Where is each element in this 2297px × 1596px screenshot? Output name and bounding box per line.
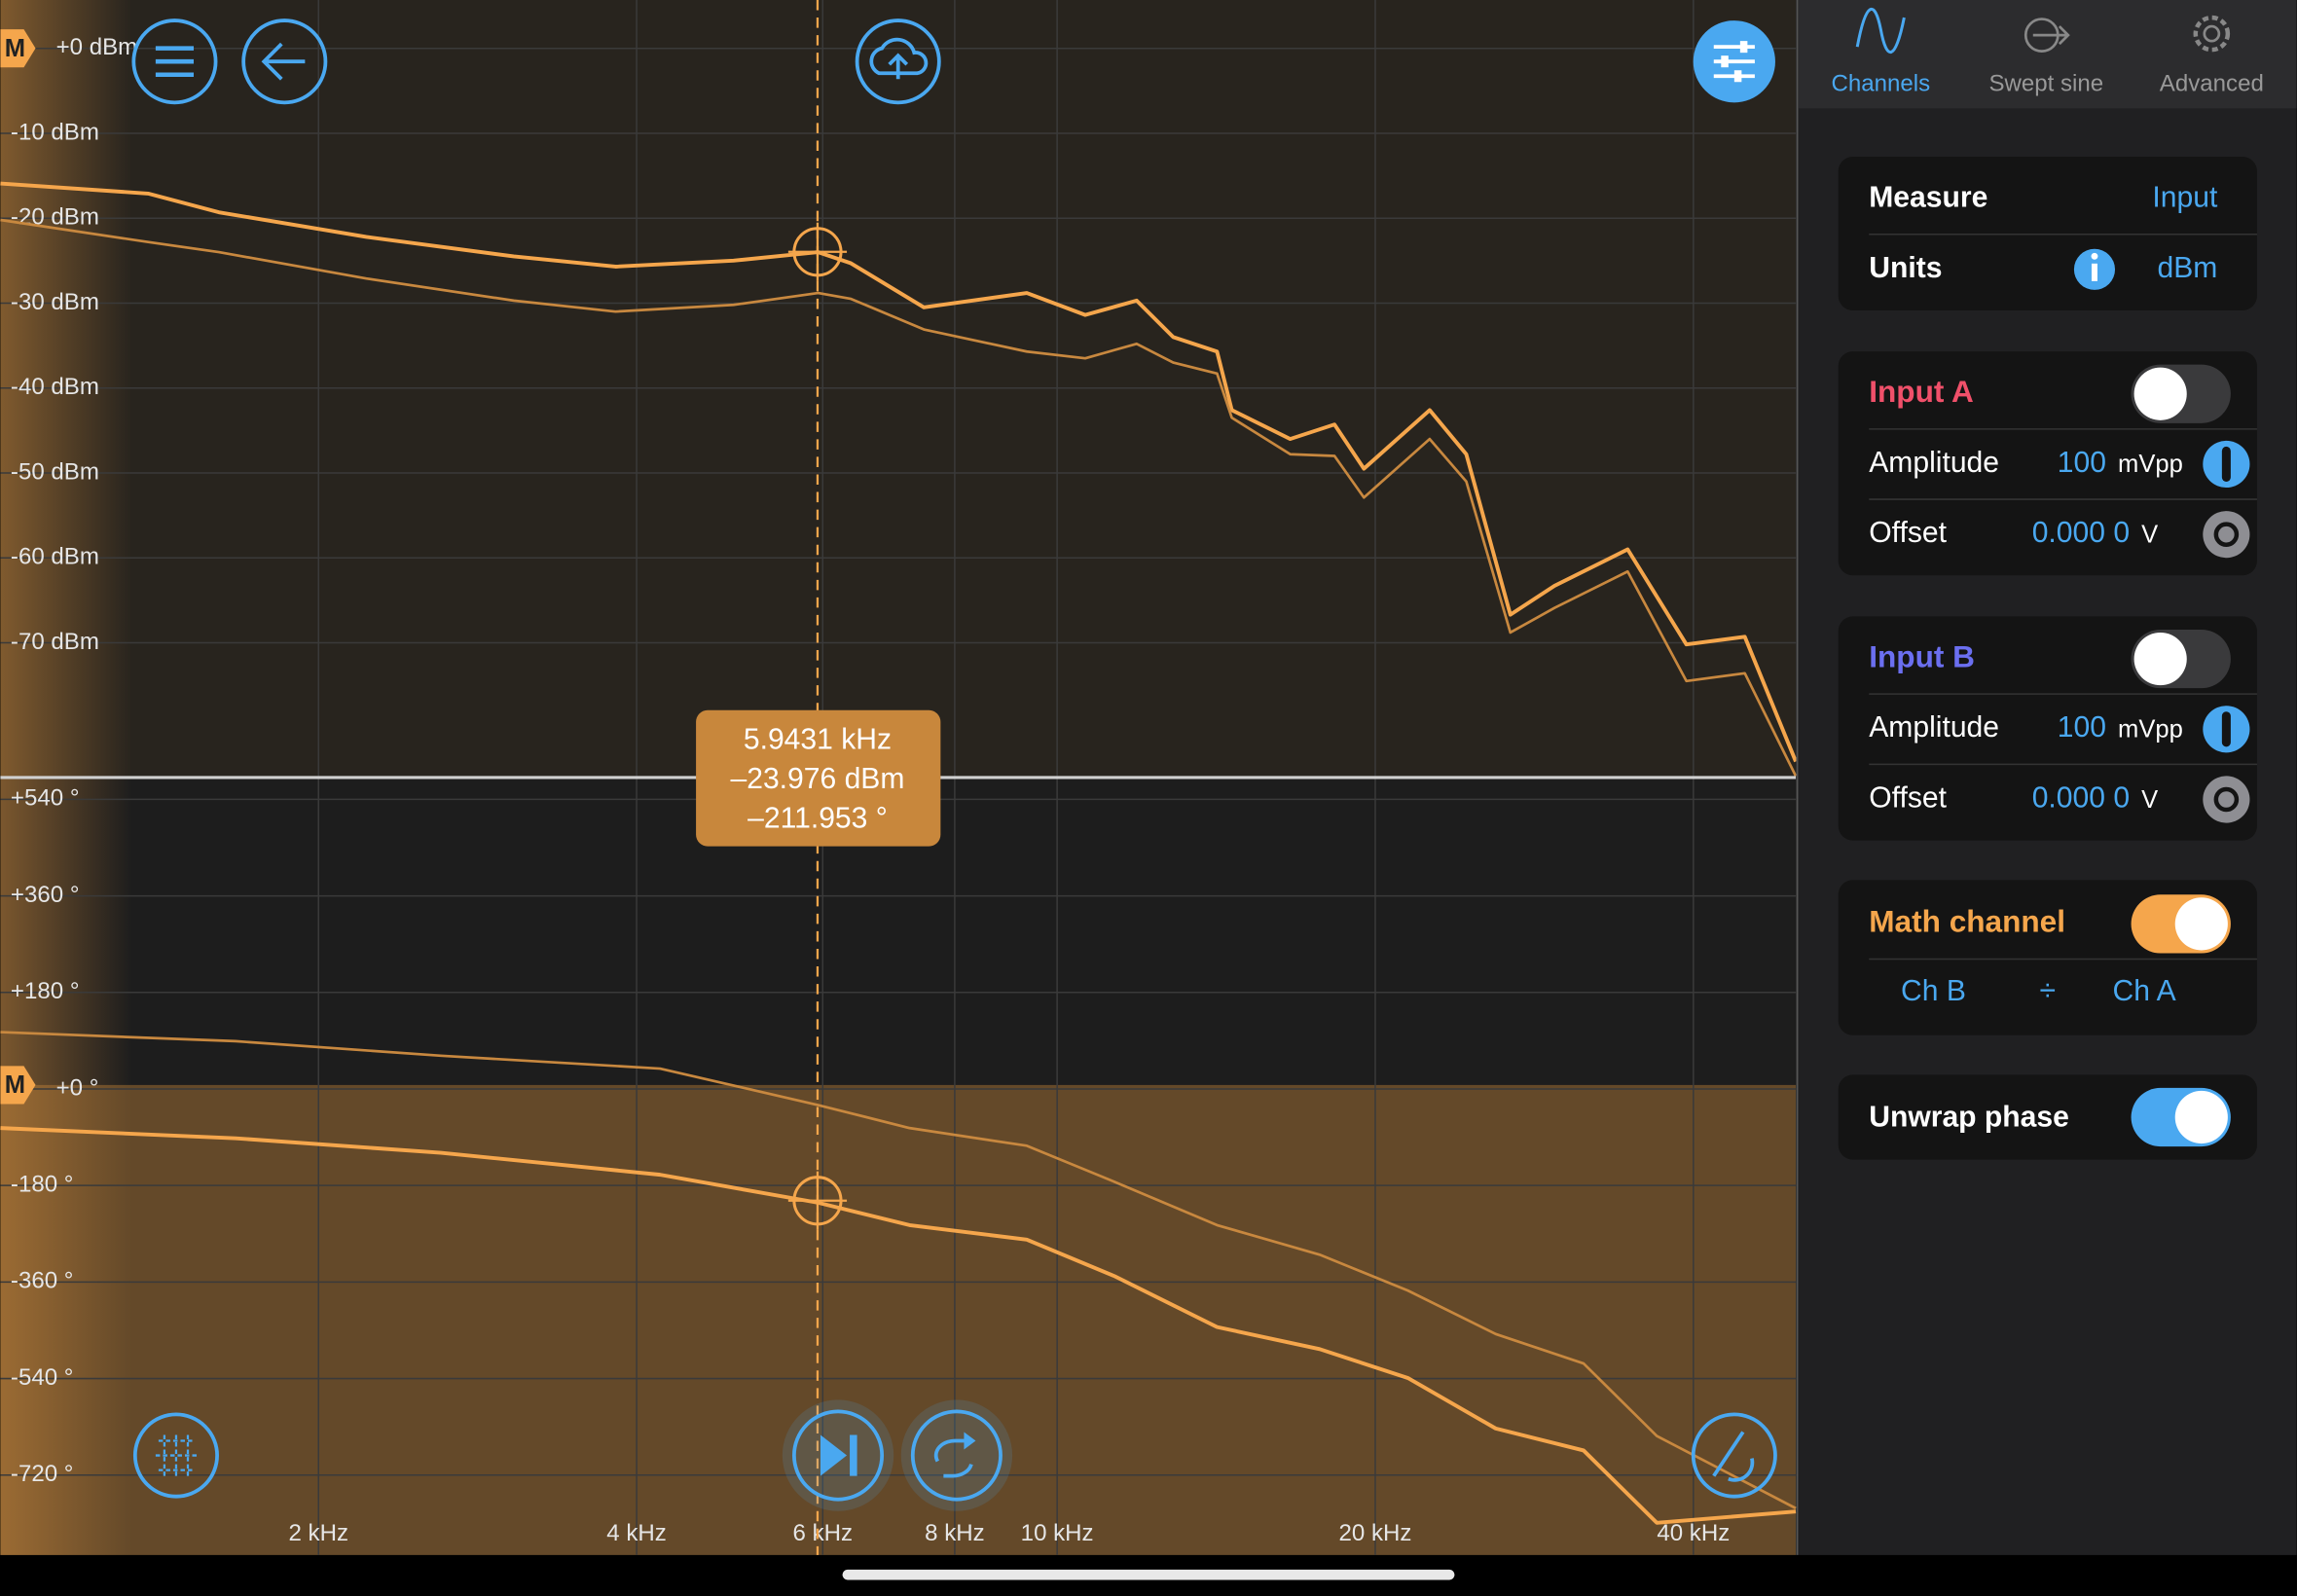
offset-value[interactable]: 0.000 0 — [2032, 781, 2130, 814]
y-tick-label: +0 dBm — [56, 34, 138, 60]
offset-label: Offset — [1869, 781, 1947, 814]
y-tick-label: -540 ° — [11, 1364, 73, 1391]
amplitude-knob[interactable] — [2203, 440, 2250, 489]
tab-label: Channels — [1831, 71, 1930, 97]
amplitude-label: Amplitude — [1869, 447, 1999, 479]
tab-channels[interactable]: Channels — [1831, 8, 1930, 97]
x-tick-label: 2 kHz — [288, 1520, 348, 1546]
x-tick-label: 20 kHz — [1339, 1520, 1412, 1546]
y-tick-label: -70 dBm — [11, 629, 99, 655]
y-tick-label: -40 dBm — [11, 374, 99, 400]
offset-knob[interactable] — [2203, 511, 2250, 559]
settings-button[interactable] — [1693, 20, 1775, 103]
y-tick-label: -60 dBm — [11, 544, 99, 570]
phase-tint — [0, 1084, 1797, 1555]
cursor-frequency: 5.9431 kHz — [744, 723, 892, 755]
cursor-handle[interactable] — [787, 222, 848, 1230]
measure-value[interactable]: Input — [2152, 182, 2218, 214]
input-b-title: Input B — [1869, 638, 1975, 673]
repeat-button[interactable] — [900, 1399, 1013, 1511]
amplitude-unit: mVpp — [2118, 451, 2183, 478]
tab-swept-sine[interactable]: Swept sine — [1988, 18, 2103, 97]
trace — [0, 218, 1798, 778]
offset-unit: V — [2141, 786, 2158, 814]
y-tick-label: +0 ° — [56, 1074, 99, 1101]
units-label: Units — [1869, 252, 1942, 284]
x-tick-label: 4 kHz — [606, 1520, 667, 1546]
y-tick-label: -30 dBm — [11, 289, 99, 315]
marker-label: M — [5, 1071, 25, 1099]
y-tick-label: -20 dBm — [11, 204, 99, 231]
x-tick-label: 6 kHz — [793, 1520, 854, 1546]
y-tick-label: -720 ° — [11, 1461, 73, 1487]
cursor-phase: –211.953 ° — [747, 803, 888, 835]
x-tick-label: 40 kHz — [1657, 1520, 1730, 1546]
amplitude-value[interactable]: 100 — [2058, 447, 2106, 479]
marker-badge — [0, 29, 36, 68]
y-tick-label: -180 ° — [11, 1172, 73, 1198]
marker-label: M — [5, 35, 25, 62]
tab-advanced[interactable]: Advanced — [2160, 15, 2264, 97]
y-tick-label: +360 ° — [11, 882, 80, 908]
math-numerator[interactable]: Ch B — [1901, 975, 1966, 1007]
tab-label: Swept sine — [1988, 71, 2103, 97]
y-tick-label: -360 ° — [11, 1268, 73, 1294]
math-title: Math channel — [1869, 904, 2065, 939]
play-step-button[interactable] — [782, 1399, 894, 1511]
back-button[interactable] — [241, 18, 328, 105]
amplitude-knob[interactable] — [2203, 706, 2250, 753]
offset-knob[interactable] — [2203, 776, 2250, 823]
cursor-magnitude: –23.976 dBm — [730, 763, 904, 795]
input-b-toggle[interactable] — [2131, 629, 2231, 689]
y-tick-label: -10 dBm — [11, 119, 99, 145]
amplitude-value[interactable]: 100 — [2058, 711, 2106, 744]
trace — [0, 1031, 1797, 1510]
grid-button[interactable] — [132, 1412, 219, 1499]
offset-value[interactable]: 0.000 0 — [2032, 517, 2130, 549]
amplitude-unit: mVpp — [2118, 716, 2183, 744]
menu-button[interactable] — [131, 18, 218, 105]
unwrap-label: Unwrap phase — [1869, 1101, 2069, 1133]
unwrap-toggle[interactable] — [2131, 1087, 2231, 1147]
amplitude-label: Amplitude — [1869, 711, 1999, 744]
upload-button[interactable] — [855, 18, 941, 105]
math-toggle[interactable] — [2131, 894, 2231, 954]
math-denominator[interactable]: Ch A — [2113, 975, 2176, 1007]
offset-label: Offset — [1869, 517, 1947, 549]
units-value[interactable]: dBm — [2157, 252, 2217, 284]
math-operator[interactable]: ÷ — [2040, 975, 2057, 1007]
measure-label: Measure — [1869, 182, 1987, 214]
cursor-readout — [696, 709, 941, 847]
x-tick-label: 8 kHz — [925, 1520, 985, 1546]
curves — [0, 181, 1798, 1525]
offset-unit: V — [2141, 521, 2158, 548]
marker-badge — [0, 1066, 36, 1105]
cursor-tool-button[interactable] — [1691, 1412, 1777, 1499]
y-tick-label: +180 ° — [11, 978, 80, 1004]
home-indicator — [842, 1569, 1455, 1580]
x-tick-label: 10 kHz — [1021, 1520, 1094, 1546]
y-tick-label: +540 ° — [11, 785, 80, 812]
info-button[interactable] — [2073, 248, 2116, 290]
y-tick-label: -50 dBm — [11, 458, 99, 485]
input-a-title: Input A — [1869, 374, 1974, 409]
input-a-toggle[interactable] — [2131, 364, 2231, 423]
trace — [0, 181, 1798, 763]
tab-label: Advanced — [2160, 71, 2264, 97]
trace — [0, 1126, 1797, 1525]
